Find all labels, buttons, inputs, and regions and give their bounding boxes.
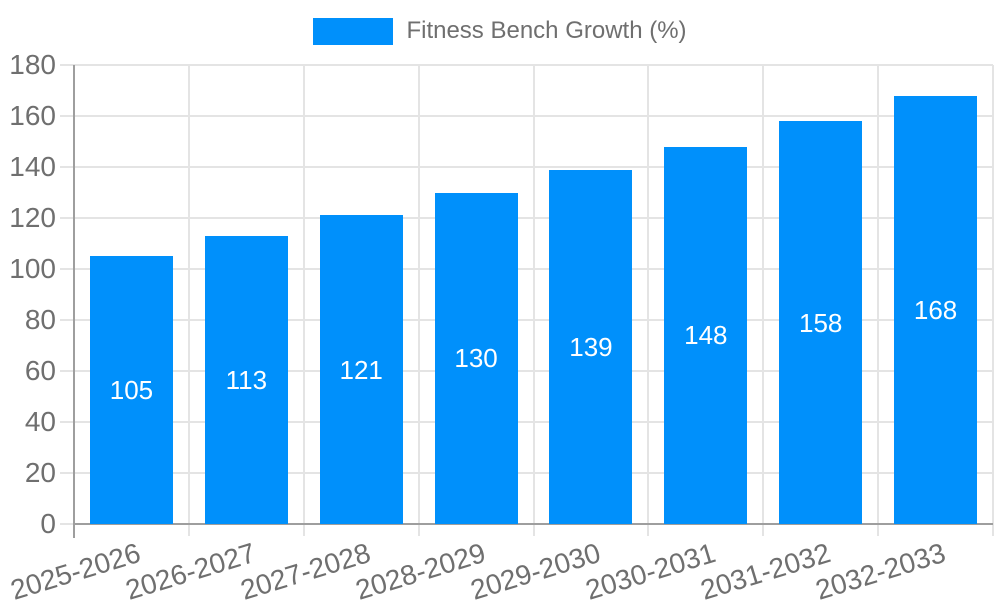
bar-2025-2026[interactable]: 105: [89, 256, 173, 524]
y-axis-line: [73, 65, 75, 538]
y-tick-mark: [60, 523, 74, 525]
y-axis-tick-label: 140: [9, 151, 56, 182]
bar-value-label: 148: [684, 320, 728, 351]
legend-swatch-icon: [313, 17, 394, 45]
x-tick-mark: [417, 524, 420, 536]
bar-value-label: 139: [569, 331, 613, 362]
y-tick-mark: [60, 64, 74, 66]
y-axis-tick-label: 0: [40, 508, 56, 539]
y-axis-tick-label: 40: [24, 406, 56, 437]
legend-item[interactable]: Fitness Bench Growth (%): [313, 17, 687, 45]
legend: Fitness Bench Growth (%): [0, 17, 1000, 45]
y-axis-tick-label: 20: [24, 457, 56, 488]
y-tick-mark: [60, 268, 74, 270]
bar-2030-2031[interactable]: 148: [664, 146, 748, 524]
y-tick-mark: [60, 319, 74, 321]
bar-value-label: 158: [798, 307, 843, 338]
x-tick-mark: [992, 524, 994, 536]
x-gridline: [532, 65, 535, 524]
x-gridline: [187, 65, 190, 524]
plot-area: 0 20 40 60 80 100 120 140 160 180 105 113 121 130 139 1…: [7, 50, 994, 600]
y-axis-tick-label: 80: [24, 304, 56, 335]
x-tick-mark: [302, 524, 305, 536]
y-axis-tick-label: 160: [9, 100, 56, 131]
bar-2032-2033[interactable]: 168: [894, 95, 978, 524]
bar-value-label: 105: [109, 375, 154, 406]
y-tick-mark: [60, 217, 74, 219]
y-axis-tick-label: 100: [9, 253, 56, 284]
bar-value-label: 168: [913, 294, 958, 325]
x-tick-mark: [647, 524, 650, 536]
y-tick-mark: [60, 472, 74, 474]
x-gridline: [762, 65, 765, 524]
bar-2027-2028[interactable]: 121: [319, 215, 403, 524]
legend-label: Fitness Bench Growth (%): [406, 17, 687, 44]
x-gridline: [877, 65, 880, 524]
y-axis-tick-label: 180: [9, 49, 56, 80]
y-tick-mark: [60, 421, 74, 423]
y-tick-mark: [60, 370, 74, 372]
y-tick-mark: [60, 166, 74, 168]
bar-2031-2032[interactable]: 158: [779, 121, 863, 524]
y-axis-tick-label: 60: [24, 355, 56, 386]
bar-value-label: 113: [225, 364, 268, 395]
x-axis-line: [74, 523, 993, 525]
x-gridline: [992, 65, 994, 524]
y-axis-tick-label: 120: [9, 202, 56, 233]
x-gridline: [417, 65, 420, 524]
y-tick-mark: [60, 115, 74, 117]
bar-value-label: 130: [454, 343, 498, 374]
bar-2029-2030[interactable]: 139: [549, 169, 633, 524]
x-gridline: [647, 65, 650, 524]
x-tick-mark: [762, 524, 765, 536]
x-tick-mark: [877, 524, 880, 536]
bar-2028-2029[interactable]: 130: [434, 192, 518, 524]
x-tick-mark: [187, 524, 190, 536]
bar-value-label: 121: [339, 354, 383, 385]
bar-2026-2027[interactable]: 113: [204, 235, 288, 524]
x-tick-mark: [532, 524, 535, 536]
x-gridline: [302, 65, 305, 524]
